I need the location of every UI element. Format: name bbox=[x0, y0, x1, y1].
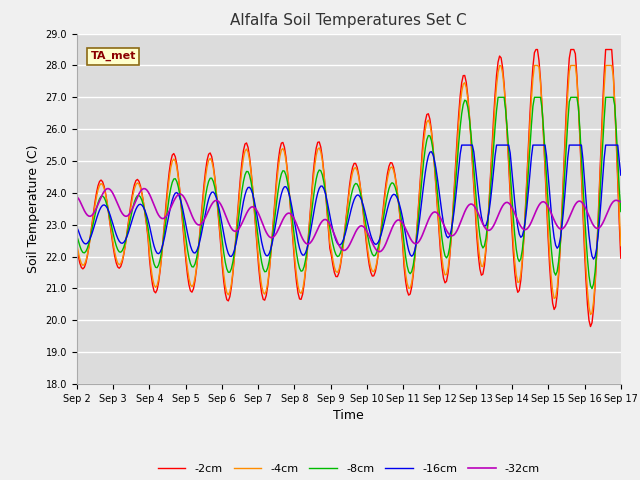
-2cm bbox=[73, 245, 81, 251]
X-axis label: Time: Time bbox=[333, 409, 364, 422]
-32cm bbox=[617, 199, 625, 204]
-4cm bbox=[140, 200, 147, 205]
-8cm bbox=[494, 95, 502, 100]
-8cm bbox=[253, 226, 261, 232]
Text: TA_met: TA_met bbox=[90, 51, 136, 61]
Line: -4cm: -4cm bbox=[77, 65, 621, 314]
-4cm bbox=[587, 312, 595, 317]
-16cm bbox=[262, 253, 270, 259]
-4cm bbox=[531, 62, 538, 68]
Line: -2cm: -2cm bbox=[77, 49, 621, 326]
-32cm bbox=[376, 249, 384, 254]
-32cm bbox=[255, 211, 262, 217]
-16cm bbox=[253, 214, 261, 219]
-8cm bbox=[73, 233, 81, 239]
-16cm bbox=[235, 225, 243, 230]
-2cm bbox=[140, 200, 147, 205]
-2cm bbox=[617, 255, 625, 261]
-8cm bbox=[140, 203, 147, 208]
-2cm bbox=[587, 324, 595, 329]
-32cm bbox=[589, 223, 597, 228]
-8cm bbox=[617, 209, 625, 215]
-2cm bbox=[532, 47, 540, 52]
-16cm bbox=[458, 142, 465, 148]
-4cm bbox=[73, 241, 81, 247]
-32cm bbox=[237, 223, 244, 229]
-2cm bbox=[589, 306, 597, 312]
-4cm bbox=[617, 243, 625, 249]
-16cm bbox=[617, 172, 625, 178]
-8cm bbox=[588, 286, 596, 291]
-8cm bbox=[589, 281, 597, 287]
-2cm bbox=[253, 246, 261, 252]
-16cm bbox=[311, 204, 319, 210]
Legend: -2cm, -4cm, -8cm, -16cm, -32cm: -2cm, -4cm, -8cm, -16cm, -32cm bbox=[153, 460, 545, 479]
Y-axis label: Soil Temperature (C): Soil Temperature (C) bbox=[27, 144, 40, 273]
Line: -16cm: -16cm bbox=[77, 145, 621, 259]
-32cm bbox=[264, 232, 271, 238]
-16cm bbox=[140, 204, 147, 210]
-32cm bbox=[140, 186, 147, 192]
-32cm bbox=[141, 186, 149, 192]
-2cm bbox=[262, 293, 270, 299]
-32cm bbox=[312, 229, 320, 235]
-4cm bbox=[235, 198, 243, 204]
-8cm bbox=[235, 212, 243, 218]
-32cm bbox=[73, 194, 81, 200]
Line: -32cm: -32cm bbox=[77, 189, 621, 252]
-8cm bbox=[262, 269, 270, 275]
-4cm bbox=[253, 240, 261, 246]
-16cm bbox=[73, 225, 81, 230]
-2cm bbox=[311, 156, 319, 161]
-16cm bbox=[588, 253, 596, 259]
-2cm bbox=[235, 192, 243, 198]
-4cm bbox=[262, 288, 270, 294]
-4cm bbox=[311, 163, 319, 169]
-4cm bbox=[589, 299, 597, 305]
-16cm bbox=[589, 256, 597, 262]
-8cm bbox=[311, 185, 319, 191]
Line: -8cm: -8cm bbox=[77, 97, 621, 288]
Title: Alfalfa Soil Temperatures Set C: Alfalfa Soil Temperatures Set C bbox=[230, 13, 467, 28]
